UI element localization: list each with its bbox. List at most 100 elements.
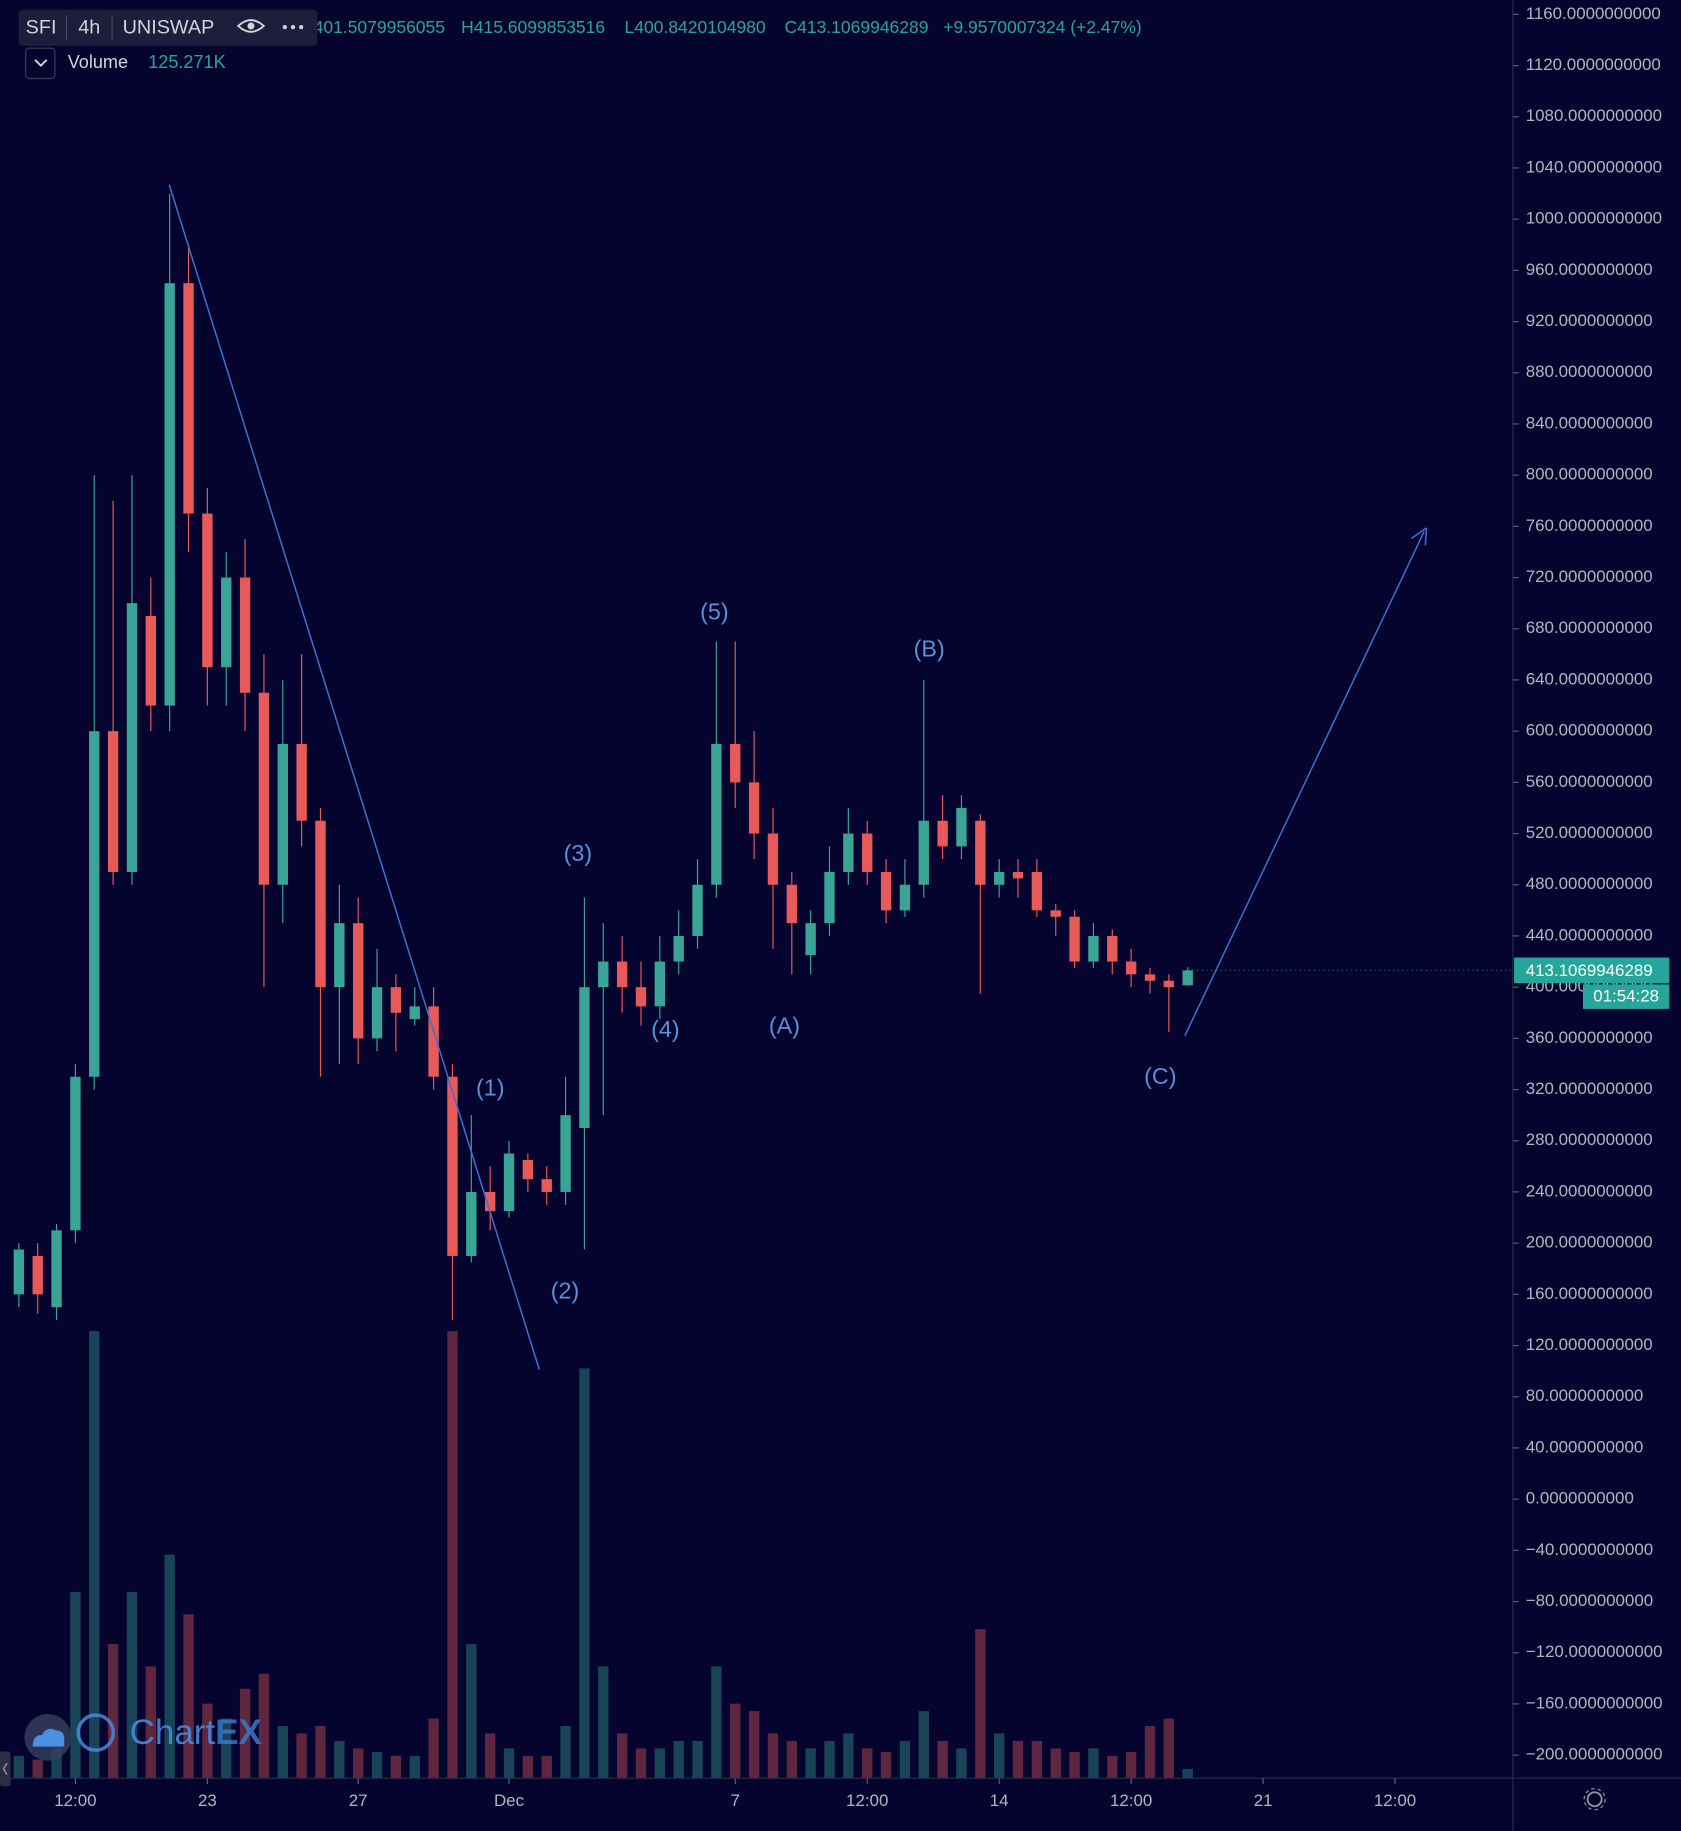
candle-body — [1088, 935, 1099, 962]
candle-body — [390, 987, 402, 1013]
candle-body — [654, 961, 666, 1007]
volume-bar — [484, 1733, 496, 1779]
x-tick-label: 27 — [349, 1791, 368, 1810]
ohlc-close: C413.1069946289 — [784, 17, 928, 37]
volume-bar — [466, 1644, 477, 1779]
candle-body — [70, 1076, 81, 1231]
volume-bar — [824, 1740, 835, 1779]
candle-body — [711, 743, 722, 885]
volume-bar — [183, 1614, 194, 1779]
y-tick-label: 680.0000000000 — [1526, 618, 1653, 637]
interval[interactable]: 4h — [78, 17, 100, 39]
y-tick-label: 760.0000000000 — [1526, 516, 1653, 535]
x-tick-label: 14 — [990, 1791, 1009, 1810]
ohlc-high: H415.6099853516 — [461, 17, 605, 37]
x-tick-label: 12:00 — [54, 1791, 96, 1810]
wave-label: (5) — [700, 598, 729, 624]
volume-bar — [993, 1733, 1005, 1779]
candle-body — [89, 731, 100, 1077]
volume-bar — [1088, 1748, 1099, 1779]
volume-bar — [1031, 1740, 1043, 1779]
arrow-line — [1184, 531, 1425, 1037]
volume-bar — [390, 1755, 402, 1779]
watermark: ChartEX — [130, 1713, 263, 1752]
volume-bar — [522, 1755, 534, 1779]
candle-body — [918, 820, 929, 885]
candle-body — [13, 1249, 25, 1295]
y-tick-label: 800.0000000000 — [1526, 465, 1653, 484]
volume-bar — [258, 1673, 270, 1779]
y-tick-label: 960.0000000000 — [1526, 260, 1653, 279]
y-tick-label: 640.0000000000 — [1526, 669, 1653, 688]
eye-icon[interactable] — [236, 19, 266, 33]
y-tick-label: 1080.0000000000 — [1526, 106, 1662, 125]
volume-bar — [107, 1644, 119, 1779]
volume-bar — [1107, 1755, 1118, 1779]
volume-bar — [70, 1591, 81, 1779]
y-tick-label: 720.0000000000 — [1526, 567, 1653, 586]
volume-bar — [937, 1740, 948, 1779]
collapse-button[interactable] — [25, 47, 56, 80]
volume-bar — [975, 1629, 986, 1779]
wave-label: (2) — [551, 1278, 580, 1304]
y-tick-label: 240.0000000000 — [1526, 1181, 1653, 1200]
y-tick-label: 80.0000000000 — [1526, 1386, 1644, 1405]
volume-bar — [956, 1748, 967, 1779]
candle-body — [673, 935, 684, 962]
volume-bar — [673, 1740, 684, 1779]
candle-body — [126, 603, 138, 872]
volume-bar — [164, 1554, 175, 1779]
y-tick-label: 160.0000000000 — [1526, 1284, 1653, 1303]
candle-body — [1144, 974, 1156, 981]
y-tick-label: 1000.0000000000 — [1526, 209, 1662, 228]
candle-body — [579, 987, 590, 1128]
candle-body — [258, 692, 270, 885]
candle-body — [541, 1179, 552, 1192]
x-tick-label: 7 — [731, 1791, 740, 1810]
wave-label: (B) — [914, 636, 945, 662]
y-tick-label: 560.0000000000 — [1526, 772, 1653, 791]
candle-body — [975, 820, 986, 885]
y-tick-label: 1040.0000000000 — [1526, 157, 1662, 176]
candle-body — [1050, 910, 1061, 917]
more-icon[interactable] — [282, 25, 304, 30]
volume-bar — [560, 1726, 571, 1779]
volume-bar — [767, 1733, 779, 1779]
side-tab[interactable] — [0, 1751, 11, 1787]
volume-bar — [13, 1755, 25, 1779]
settings-icon[interactable] — [1583, 1788, 1606, 1811]
candle-body — [522, 1159, 534, 1180]
wave-labels: (1) (2) (3) (4) (5) (A) (B) (C) — [476, 598, 1177, 1303]
y-tick-label: 40.0000000000 — [1526, 1437, 1644, 1456]
volume-bar — [428, 1718, 439, 1779]
symbol-box[interactable] — [18, 9, 318, 46]
wave-label: (C) — [1144, 1063, 1176, 1089]
candle-body — [239, 577, 251, 693]
candle-body — [484, 1191, 496, 1212]
candle-body — [32, 1255, 43, 1295]
volume-bar — [1050, 1748, 1061, 1779]
volume-bar — [899, 1740, 911, 1779]
symbol[interactable]: SFI — [26, 17, 57, 39]
candle-body — [296, 743, 307, 821]
ohlc-low: L400.8420104980 — [625, 17, 766, 37]
candle-body — [428, 1006, 439, 1077]
y-tick-label: −40.0000000000 — [1526, 1540, 1653, 1559]
y-tick-label: 0.0000000000 — [1526, 1489, 1634, 1508]
candle-body — [51, 1230, 62, 1308]
volume-bar — [353, 1748, 364, 1779]
volume-bar — [862, 1748, 873, 1779]
volume-bar — [1069, 1752, 1080, 1779]
volume-value: 125.271K — [148, 52, 225, 72]
logo-ring — [76, 1713, 115, 1752]
volume-bar — [277, 1726, 288, 1779]
volume-bar — [616, 1733, 628, 1779]
logo-cloud — [32, 1728, 65, 1747]
x-tick-label: 12:00 — [1374, 1791, 1416, 1810]
exchange: UNISWAP — [123, 17, 215, 39]
candle-body — [748, 782, 760, 834]
eye-pupil — [247, 22, 255, 30]
candle-body — [862, 833, 873, 872]
candle-body — [1163, 980, 1175, 988]
